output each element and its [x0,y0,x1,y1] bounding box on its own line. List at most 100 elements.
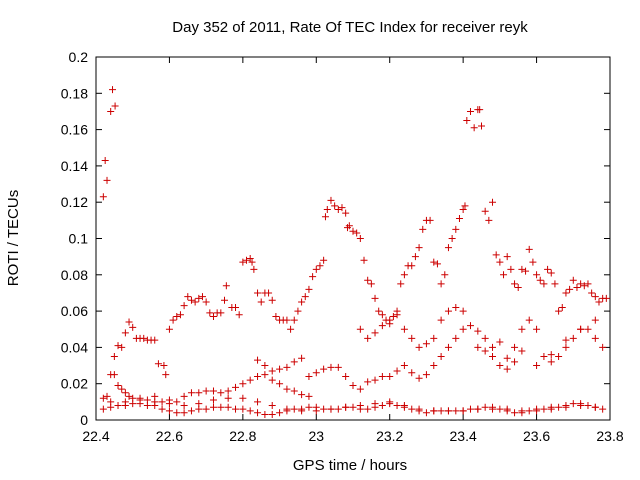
data-point [533,325,541,333]
data-point [408,369,416,377]
data-point [547,358,555,366]
data-point [485,216,493,224]
data-point [588,289,596,297]
data-point [555,403,563,411]
data-point [109,86,117,94]
data-point [536,276,544,284]
data-point [268,376,276,384]
data-point [162,371,170,379]
data-point [518,347,526,355]
data-point [415,374,423,382]
data-point [290,387,298,395]
data-point [378,311,386,319]
data-point [323,205,331,213]
data-point [257,298,265,306]
data-point [151,336,159,344]
data-point [514,284,522,292]
data-point [455,215,463,223]
data-point [298,407,306,415]
data-point [334,405,342,413]
data-point [343,224,351,232]
data-point [334,363,342,371]
data-point [393,367,401,375]
data-point [118,385,126,393]
data-point [356,325,364,333]
data-point [378,322,386,330]
data-point [165,325,173,333]
data-point [500,271,508,279]
data-point [371,294,379,302]
data-point [430,362,438,370]
data-point [496,405,504,413]
data-point [393,401,401,409]
data-point [309,273,317,281]
data-point [140,334,148,342]
data-point [254,372,262,380]
data-point [154,360,162,368]
data-point [518,407,526,415]
data-point [239,405,247,413]
data-point [321,213,329,221]
data-point [103,176,111,184]
data-point [99,405,107,413]
data-point [415,244,423,252]
data-point [577,325,585,333]
data-point [544,265,552,273]
data-point [287,325,295,333]
data-point [411,253,419,261]
data-point [459,205,467,213]
data-point [334,205,342,213]
data-point [254,356,262,364]
data-point [474,327,482,335]
data-point [191,298,199,306]
data-point [121,398,129,406]
data-point [298,298,306,306]
data-point [290,405,298,413]
data-point [114,401,122,409]
data-point [386,372,394,380]
data-point [268,401,276,409]
data-point [232,383,240,391]
data-point [389,313,397,321]
x-tick-label: 23.4 [450,428,477,444]
data-point [143,401,151,409]
data-point [378,401,386,409]
data-point [441,271,449,279]
data-point [569,400,577,408]
x-axis: 22.4 22.6 22.8 23 23.2 23.4 23.6 23.8 [82,57,624,444]
data-point [356,385,364,393]
data-point [261,411,269,419]
data-point [444,244,452,252]
data-point [591,316,599,324]
data-point [599,405,607,413]
data-point [400,362,408,370]
chart-title: Day 352 of 2011, Rate Of TEC Index for r… [172,19,528,36]
data-point [235,311,243,319]
data-point [591,403,599,411]
data-point [426,216,434,224]
data-point [320,365,328,373]
data-point [224,403,232,411]
data-point [525,316,533,324]
data-point [353,229,361,237]
data-point [165,407,173,415]
data-point [320,256,328,264]
y-tick-label: 0.12 [61,194,88,210]
data-point [99,193,107,201]
data-point [305,403,313,411]
data-point [312,369,320,377]
data-point [415,405,423,413]
data-point [525,245,533,253]
data-point [547,269,555,277]
data-point [265,289,273,297]
data-point [573,284,581,292]
data-point [114,382,122,390]
data-point [202,405,210,413]
data-point [305,372,313,380]
data-point [360,256,368,264]
data-point [272,313,280,321]
data-point [463,117,471,125]
y-tick-label: 0.02 [61,376,88,392]
y-tick-label: 0.16 [61,122,88,138]
data-point [283,405,291,413]
